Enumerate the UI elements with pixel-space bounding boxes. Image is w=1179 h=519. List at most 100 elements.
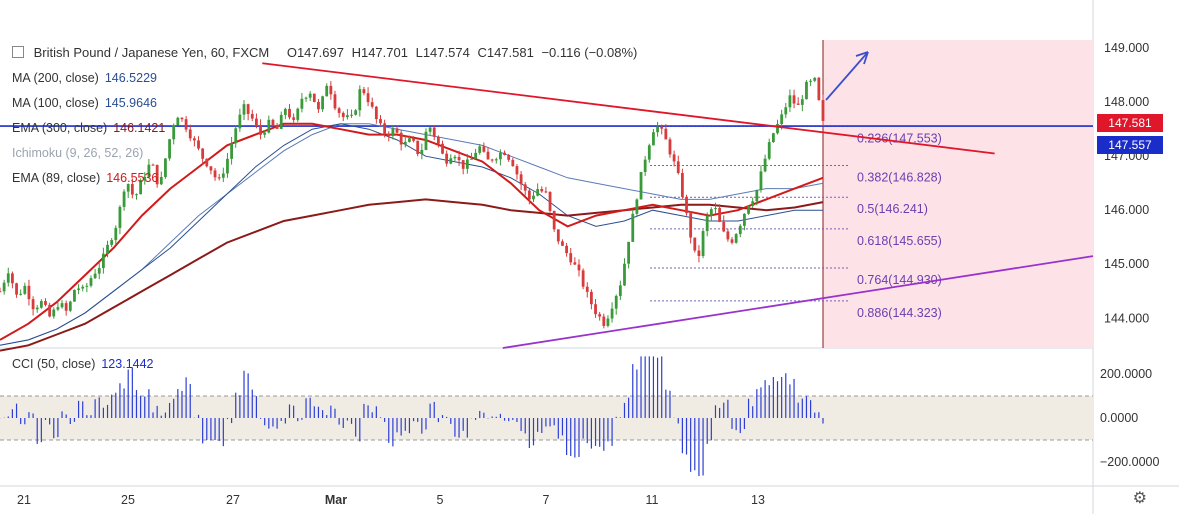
candle-body <box>383 123 387 134</box>
candle-body <box>656 126 659 133</box>
candle-body <box>776 124 779 134</box>
candle-body <box>672 154 676 162</box>
candle-body <box>445 153 449 164</box>
candle-body <box>271 119 275 126</box>
candle-body <box>345 115 349 118</box>
candle-body <box>246 104 250 114</box>
candle-body <box>52 309 56 317</box>
candle-body <box>527 190 531 200</box>
candle-body <box>639 172 643 200</box>
candle-body <box>792 95 796 104</box>
candle-body <box>730 239 734 243</box>
candle-body <box>283 108 287 115</box>
candle-body <box>238 114 242 129</box>
candle-body <box>474 152 478 159</box>
candle-body <box>697 250 701 256</box>
candle-body <box>135 194 138 196</box>
candle-body <box>31 299 35 310</box>
candle-body <box>217 177 221 179</box>
candle-body <box>213 170 217 178</box>
legend-ichimoku[interactable]: Ichimoku (9, 26, 52, 26) <box>12 146 144 160</box>
candle-body <box>490 159 494 161</box>
fibonacci-levels: 0.236(147.553) 0.382(146.828) 0.5(146.241)… <box>0 125 1093 320</box>
future-shade <box>823 40 1093 348</box>
candle-body <box>494 159 498 161</box>
time-axis: 21 25 27 Mar 5 7 11 13 <box>17 493 765 507</box>
candle-body <box>436 136 440 144</box>
candle-body <box>2 282 6 292</box>
arrow-head-icon <box>855 51 869 65</box>
candle-body <box>449 158 453 164</box>
candle-body <box>685 196 688 214</box>
candle-body <box>403 141 407 145</box>
candle-body <box>139 180 143 195</box>
candle-body <box>751 201 755 206</box>
legend-ma100[interactable]: MA (100, close) 145.9646 <box>12 96 157 110</box>
candle-body <box>590 291 593 305</box>
fib-label: 0.5(146.241) <box>857 202 928 216</box>
ohlc-open: O147.697 <box>286 45 344 60</box>
candle-body <box>77 288 80 290</box>
candle-body <box>755 190 759 202</box>
candle-body <box>581 270 585 287</box>
y-tick-label: 144.000 <box>1104 311 1149 325</box>
candle-body <box>399 132 403 145</box>
candle-body <box>337 108 341 113</box>
candle-body <box>56 307 60 310</box>
legend-ma200[interactable]: MA (200, close) 146.5229 <box>12 71 157 85</box>
candle-body <box>242 104 246 115</box>
candle-body <box>308 93 312 98</box>
candle-body <box>470 158 473 160</box>
candle-body <box>325 85 329 97</box>
fib-label: 0.886(144.323) <box>857 306 942 320</box>
gear-icon[interactable]: ⚙ <box>1132 490 1147 507</box>
candle-body <box>391 128 395 137</box>
candle-body <box>180 117 184 120</box>
ema300-line <box>0 198 824 352</box>
candle-body <box>172 125 176 140</box>
candle-body <box>461 160 465 169</box>
candle-body <box>424 131 428 150</box>
candle-body <box>788 95 792 108</box>
symbol-title: British Pound / Japanese Yen, 60, FXCM <box>33 45 270 60</box>
candle-body <box>387 133 391 137</box>
candle-body <box>350 114 353 116</box>
candle-body <box>114 227 118 241</box>
x-tick-label: Mar <box>325 493 347 507</box>
candle-body <box>64 303 68 311</box>
candle-body <box>300 98 304 109</box>
x-tick-label: 11 <box>646 493 659 507</box>
price-axis: 144.000145.000146.000147.000148.000149.0… <box>1104 41 1149 325</box>
candle-body <box>317 101 320 110</box>
candle-body <box>35 307 39 310</box>
candle-body <box>519 174 523 185</box>
projection-arrow <box>825 51 869 101</box>
legend-ema89[interactable]: EMA (89, close) 146.5536 <box>12 171 159 185</box>
candle-body <box>267 119 271 133</box>
candle-body <box>532 195 535 200</box>
candle-body <box>552 210 556 230</box>
candle-body <box>813 77 817 81</box>
candle-body <box>366 93 370 103</box>
candle-body <box>680 173 684 197</box>
candle-body <box>428 127 432 132</box>
candle-body <box>701 231 705 256</box>
candle-body <box>647 145 651 160</box>
legend-ema300[interactable]: EMA (300, close) 146.1421 <box>12 121 166 135</box>
candle-body <box>341 112 345 118</box>
candle-body <box>354 110 358 115</box>
candle-body <box>598 314 602 317</box>
candle-body <box>279 114 283 129</box>
ohlc-high: H147.701 <box>351 45 408 60</box>
cci-legend[interactable]: CCI (50, close) 123.1442 <box>12 357 154 371</box>
collapse-icon[interactable] <box>12 46 24 58</box>
candle-body <box>635 199 639 214</box>
ma100-line <box>0 123 823 346</box>
cci-tick-label: 200.0000 <box>1100 367 1152 381</box>
candle-body <box>689 213 693 238</box>
candle-body <box>515 166 519 175</box>
candle-body <box>188 129 192 139</box>
candle-body <box>784 107 788 115</box>
hline-price-tag: 147.557 <box>1097 136 1163 154</box>
